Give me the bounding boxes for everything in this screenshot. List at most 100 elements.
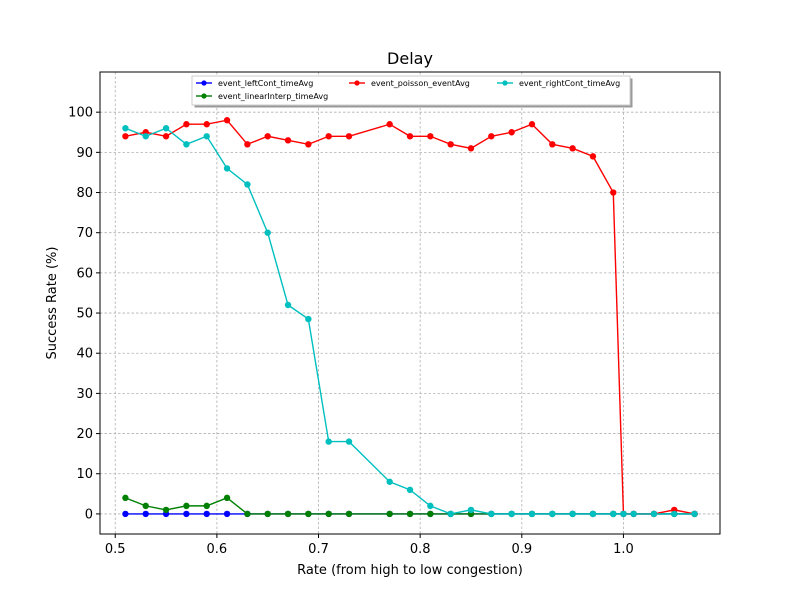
data-point [244,510,251,518]
data-point [305,315,312,323]
x-tick-label: 0.6 [207,542,228,557]
data-point [284,510,292,518]
y-axis-title: Success Rate (%) [45,247,60,360]
data-point [528,121,536,128]
y-tick-label: 20 [76,427,93,442]
data-point [447,141,454,148]
data-point [284,137,292,144]
data-point [264,510,271,518]
data-point [488,510,495,518]
data-point [203,121,210,128]
data-point [467,145,475,152]
data-point [203,502,210,510]
data-point [589,153,597,160]
data-point [122,494,129,502]
x-tick-label: 0.7 [308,542,329,557]
data-point [142,510,149,518]
data-point [406,133,414,140]
data-point [305,510,312,518]
data-point [284,301,292,309]
legend-item: event_leftCont_timeAvg [196,79,313,88]
data-point [162,133,170,140]
data-point [386,121,393,128]
x-tick-label: 0.9 [511,542,532,557]
y-tick-label: 60 [76,266,93,281]
data-point [162,506,170,514]
legend-marker [354,80,360,86]
data-point [122,125,129,132]
legend-marker [502,80,508,86]
data-point [508,510,515,518]
y-tick-label: 70 [76,226,93,241]
data-point [569,510,576,518]
data-point [467,506,475,514]
legend: event_leftCont_timeAvg event_linearInterp… [191,75,633,108]
data-point [223,165,231,172]
data-point [244,181,251,188]
y-tick-label: 80 [76,186,93,201]
data-point [183,502,190,510]
y-tick-label: 50 [76,307,93,322]
data-point [305,141,312,148]
data-point [244,141,251,148]
data-point [549,141,556,148]
data-point [610,189,617,196]
data-point [386,510,393,518]
legend-box [191,75,631,106]
legend-label: event_rightCont_timeAvg [519,79,620,88]
data-point [620,510,627,518]
data-point [325,510,332,518]
data-point [691,510,698,518]
y-tick-label: 90 [76,146,93,161]
data-point [264,133,271,140]
data-point [122,510,129,518]
data-point [549,510,556,518]
legend-marker [201,80,207,86]
x-tick-label: 0.5 [105,542,126,557]
legend-item: event_rightCont_timeAvg [497,79,620,88]
legend-label: event_leftCont_timeAvg [218,79,313,88]
series-layer [122,117,698,518]
data-point [589,510,597,518]
data-point [427,510,434,518]
data-point [183,510,190,518]
data-point [142,502,149,510]
data-point [223,117,231,124]
data-point [671,510,678,518]
data-point [325,133,332,140]
data-point [203,510,210,518]
y-tick-label: 10 [76,467,93,482]
legend-item: event_poisson_eventAvg [349,79,470,88]
axis-ticks: 0.5 0.6 0.7 0.8 0.9 1.0 0 10 20 30 40 50 60 70 80 90 100 [68,106,634,557]
y-tick-label: 30 [76,387,93,402]
data-point [325,438,332,445]
data-point [162,125,170,132]
data-point [142,133,149,140]
y-tick-label: 0 [85,507,93,522]
data-point [122,133,129,140]
grid [100,72,720,534]
data-point [345,133,353,140]
series-event_rightCont_timeAvg [122,125,698,518]
data-point [345,510,353,518]
x-tick-label: 1.0 [613,542,634,557]
y-tick-label: 100 [68,106,93,121]
legend-marker [201,93,207,99]
data-point [183,121,190,128]
data-point [386,478,393,485]
data-point [223,510,231,518]
data-point [345,438,353,445]
data-point [650,510,658,518]
data-point [203,133,210,140]
data-point [264,229,271,236]
plot-frame [99,71,721,535]
data-point [528,510,536,518]
legend-item: event_linearInterp_timeAvg [196,92,328,101]
data-point [488,133,495,140]
data-point [223,494,231,502]
chart-title: Delay [387,49,433,68]
y-tick-label: 40 [76,347,93,362]
data-point [630,510,637,518]
legend-label: event_poisson_eventAvg [371,79,470,88]
